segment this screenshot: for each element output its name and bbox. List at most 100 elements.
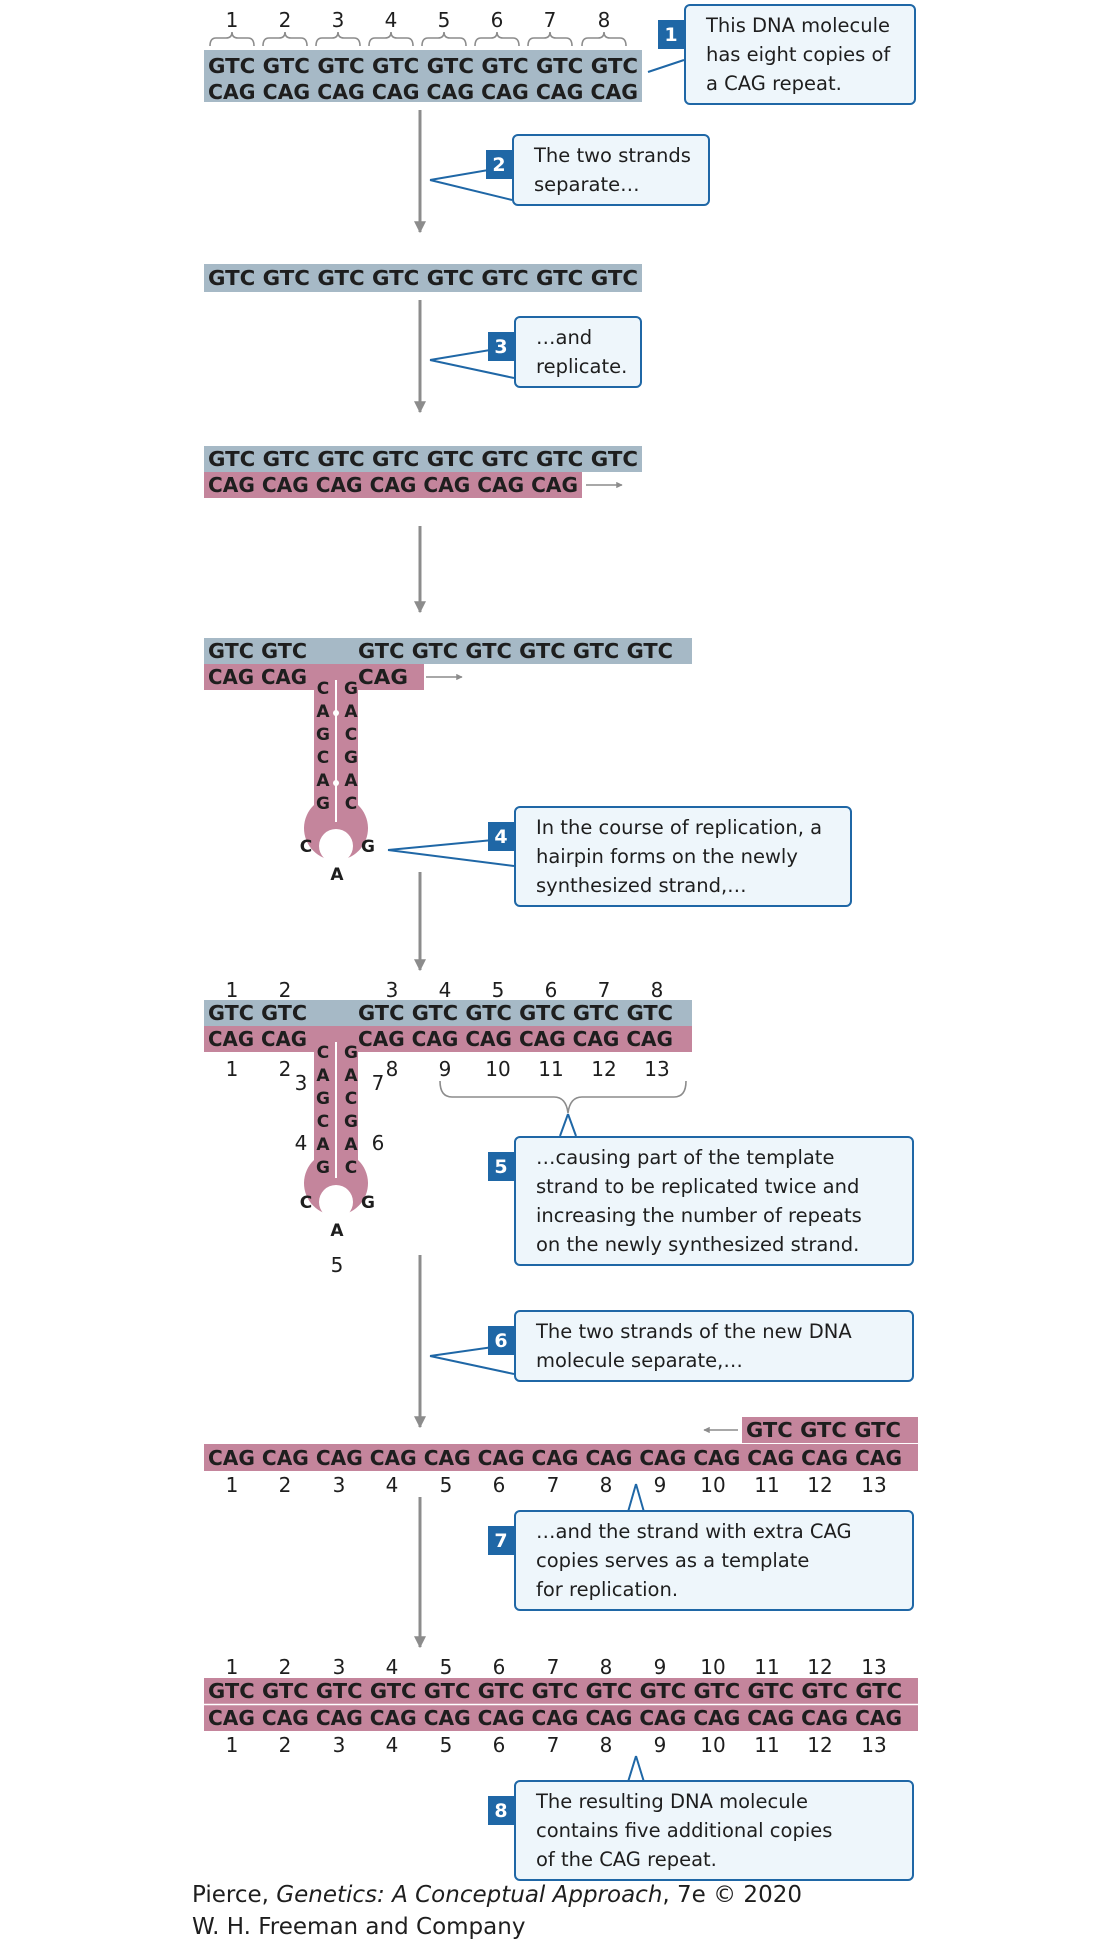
hairpin-base: G (316, 794, 330, 814)
callout-badge-7: 7 (488, 1526, 514, 1555)
callout-line: replicate. (536, 355, 628, 378)
panel-new-strands: GTC GTC GTC CAG CAG CAG CAG CAG CAG CAG … (204, 1417, 918, 1649)
callout-line: The resulting DNA molecule (536, 1790, 808, 1813)
repeat-number: 7 (547, 1655, 560, 1679)
final-strand-cag (204, 1705, 918, 1731)
hairpin-base: G (344, 1112, 358, 1132)
repeat-number: 4 (385, 8, 398, 32)
repeat-number: 1 (226, 8, 239, 32)
repeat-number: 9 (439, 1057, 452, 1081)
repeat-number: 8 (600, 1655, 613, 1679)
callout-badge-2: 2 (486, 150, 512, 179)
template-strand (204, 264, 642, 292)
repeat-number: 6 (493, 1473, 506, 1497)
repeat-number: 9 (654, 1733, 667, 1757)
hairpin-base: A (344, 1066, 358, 1086)
callout-line: The two strands (534, 144, 691, 167)
hairpin-base: G (316, 1158, 330, 1178)
repeat-number: 5 (331, 1253, 344, 1277)
hairpin-base: C (317, 1043, 329, 1063)
callout-2: The two strands separate… (512, 134, 710, 206)
repeat-number: 12 (807, 1733, 832, 1757)
strand-sequence-cag: CAG CAG CAG CAG CAG CAG CAG CAG CAG CAG … (208, 1446, 902, 1470)
credit-author: Pierce, (192, 1882, 277, 1908)
strand-sequence-gtc: GTC GTC (208, 1001, 307, 1025)
strand-sequence-cag: CAG CAG CAG CAG CAG CAG CAG CAG (208, 80, 638, 104)
callout-line: molecule separate,… (536, 1349, 743, 1372)
template-strand (204, 1000, 692, 1026)
new-strand-right (350, 664, 424, 690)
repeat-number: 2 (279, 8, 292, 32)
credit-edition: , 7e © 2020 (662, 1882, 802, 1908)
callout-3: …and replicate. (514, 316, 642, 388)
callout-8: The resulting DNA molecule contains five… (514, 1780, 914, 1881)
credit-line-2: W. H. Freeman and Company (192, 1914, 526, 1940)
repeat-number: 11 (538, 1057, 563, 1081)
repeat-number: 7 (547, 1473, 560, 1497)
strand-sequence-cag: CAG CAG CAG CAG CAG CAG CAG CAG CAG CAG … (208, 1706, 902, 1730)
hairpin-base: G (344, 679, 358, 699)
repeat-number: 6 (372, 1131, 385, 1155)
callout-4: In the course of replication, a hairpin … (514, 806, 852, 907)
hairpin-base: C (317, 1112, 329, 1132)
callout-line: a CAG repeat. (706, 72, 842, 95)
callout-line: increasing the number of repeats (536, 1204, 862, 1227)
repeat-number: 13 (861, 1733, 886, 1757)
panel-replicating: GTC GTC GTC GTC GTC GTC GTC GTC CAG CAG … (204, 446, 642, 614)
strand-sequence-cag: CAG CAG CAG CAG CAG CAG (358, 1027, 673, 1051)
callout-line: on the newly synthesized strand. (536, 1233, 860, 1256)
hairpin-base: G (316, 1089, 330, 1109)
callout-leader-1 (647, 59, 685, 73)
repeat-number: 13 (861, 1473, 886, 1497)
callout-badge-3: 3 (488, 332, 514, 361)
hairpin-base: C (345, 1158, 357, 1178)
callout-line: separate… (534, 173, 640, 196)
callout-badge-4: 4 (488, 822, 514, 851)
panel-separated-strand: GTC GTC GTC GTC GTC GTC GTC GTC (204, 264, 642, 414)
repeat-number: 9 (654, 1655, 667, 1679)
callout-line: synthesized strand,… (536, 874, 747, 897)
strand-sequence-gtc: GTC GTC GTC GTC GTC GTC GTC GTC (208, 54, 638, 78)
repeat-number: 8 (386, 1057, 399, 1081)
panel-original-molecule: 1 2 3 4 5 6 7 8 GTC GTC GTC GTC GTC GTC … (204, 8, 642, 234)
repeat-number: 3 (333, 1655, 346, 1679)
callout-leader-7 (627, 1483, 645, 1513)
credit-line-1: Pierce, Genetics: A Conceptual Approach,… (192, 1882, 802, 1908)
new-strand (204, 472, 582, 498)
repeat-brace (262, 31, 308, 47)
repeat-number: 7 (372, 1071, 385, 1095)
repeat-number: 11 (754, 1655, 779, 1679)
repeat-number: 5 (440, 1655, 453, 1679)
repeat-number: 5 (438, 8, 451, 32)
repeat-number: 1 (226, 978, 239, 1002)
panel-hairpin-forming: GTC GTC GTC GTC GTC GTC GTC GTC CAG CAG … (204, 638, 692, 972)
strand-sequence-gtc: GTC GTC GTC (746, 1418, 901, 1442)
hairpin-base: A (344, 1135, 358, 1155)
panel-final-molecule: 1 2 3 4 5 6 7 8 9 10 11 12 13 GTC GTC GT… (204, 1655, 918, 1757)
repeat-number: 2 (279, 1057, 292, 1081)
hairpin-loop-base: A (330, 1221, 344, 1241)
callout-line: copies serves as a template (536, 1549, 810, 1572)
hairpin-base: C (345, 794, 357, 814)
callout-line: The two strands of the new DNA (536, 1320, 852, 1343)
repeat-brace (581, 31, 627, 47)
hairpin-base: G (344, 748, 358, 768)
hairpin-base: A (344, 702, 358, 722)
repeat-number: 10 (700, 1473, 725, 1497)
strand-sequence-cag: CAG (358, 665, 408, 689)
hairpin-loop-hole (319, 829, 353, 863)
hairpin-base: A (316, 702, 330, 722)
repeat-brace (209, 31, 255, 47)
callout-line: of the CAG repeat. (536, 1848, 717, 1871)
template-strand-top (204, 50, 642, 102)
hairpin-loop-hole (319, 1185, 353, 1219)
repeat-number: 3 (333, 1733, 346, 1757)
repeat-brace (421, 31, 467, 47)
callout-line: This DNA molecule (706, 14, 891, 37)
hairpin-base: C (317, 679, 329, 699)
strand-sequence-gtc: GTC GTC GTC GTC GTC GTC GTC GTC (208, 266, 638, 290)
repeat-number: 2 (279, 1733, 292, 1757)
repeat-number: 8 (598, 8, 611, 32)
strand-sequence-cag: CAG CAG (208, 665, 307, 689)
repeat-number: 4 (439, 978, 452, 1002)
